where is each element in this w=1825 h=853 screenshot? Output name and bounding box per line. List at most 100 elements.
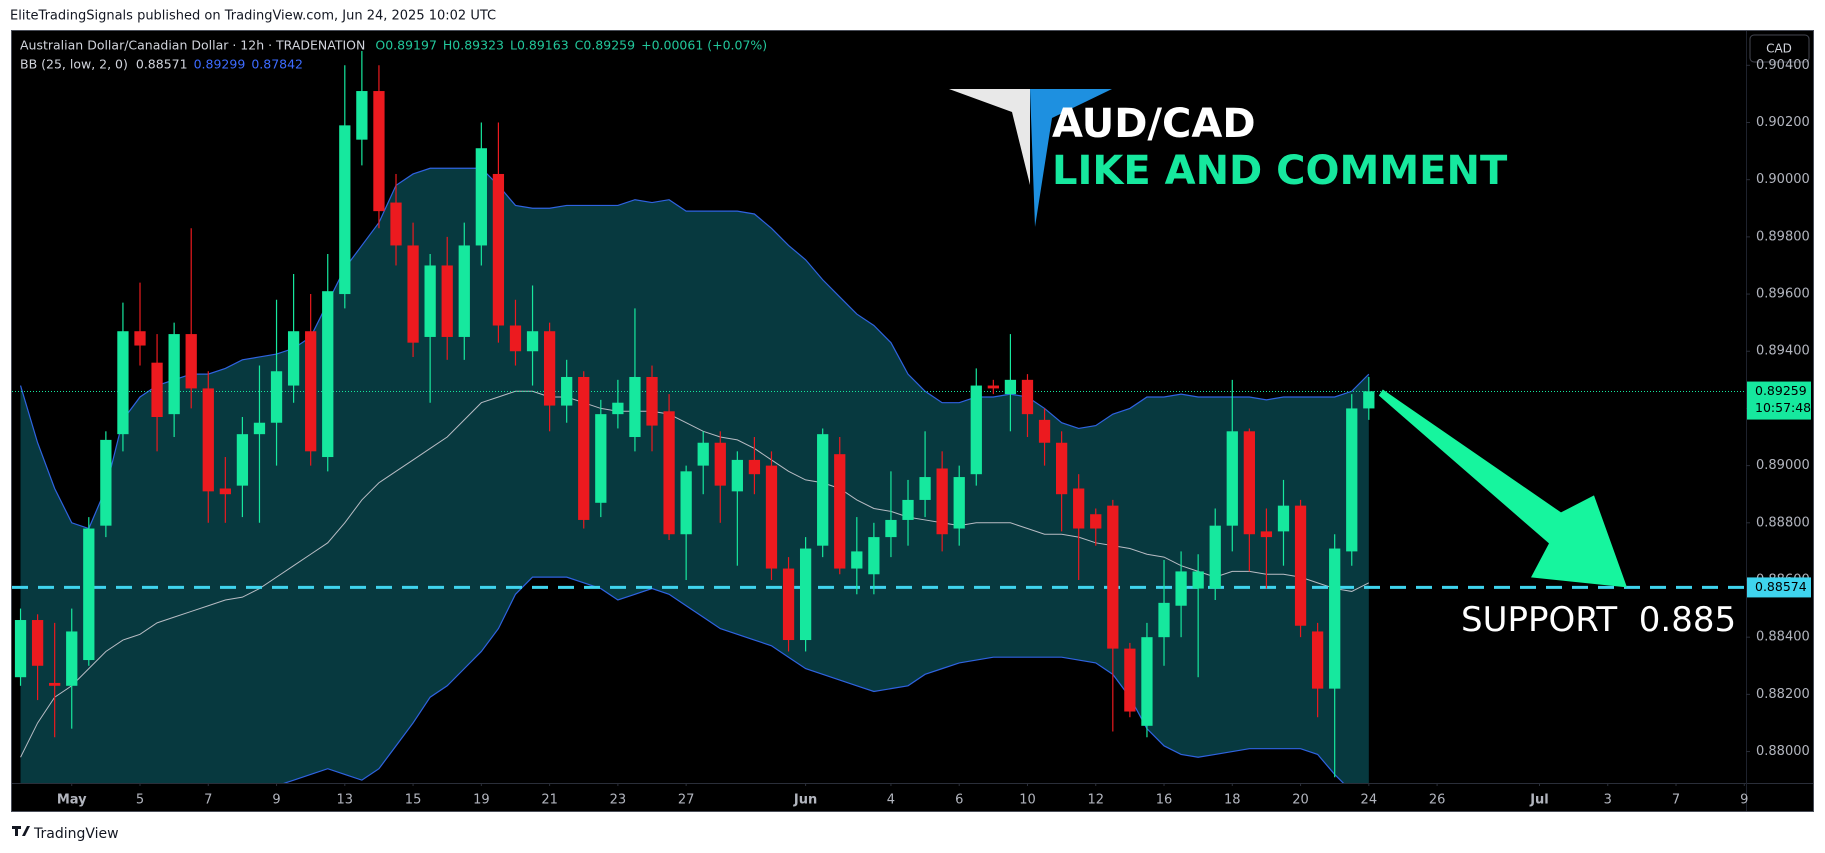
candle-body — [1346, 408, 1358, 552]
y-tick-label: 0.89800 — [1756, 229, 1810, 244]
candle-body — [339, 125, 351, 295]
candle-body — [1260, 531, 1273, 538]
candle-body — [782, 568, 795, 641]
y-tick-label: 0.89000 — [1756, 458, 1810, 473]
annotation-cta: LIKE AND COMMENT — [1052, 148, 1508, 194]
candle-body — [1226, 431, 1238, 526]
candle-body — [219, 488, 231, 495]
candle-body — [66, 631, 78, 686]
x-tick-label: May — [57, 793, 87, 808]
candle-body — [1038, 419, 1051, 443]
x-tick-label: 6 — [955, 793, 963, 808]
candle-body — [799, 548, 812, 641]
candle-body — [373, 91, 385, 212]
x-tick-label: 13 — [337, 793, 354, 808]
logo-blue — [1030, 89, 1112, 227]
candle-body — [919, 477, 931, 500]
x-tick-label: 16 — [1156, 793, 1173, 808]
candle-body — [14, 620, 27, 678]
candle-body — [1055, 442, 1068, 495]
x-tick-label: 9 — [1740, 793, 1748, 808]
x-tick-label: 18 — [1224, 793, 1241, 808]
candle-body — [1021, 379, 1034, 415]
y-tick-label: 0.88400 — [1756, 630, 1810, 645]
candle-body — [1004, 379, 1017, 395]
candle-body — [270, 371, 283, 423]
overlay: AUD/CAD LIKE AND COMMENT SUPPORT 0.885 — [949, 89, 1736, 640]
legend-value: C0.89259 — [575, 38, 635, 53]
candle-body — [970, 385, 982, 475]
currency[interactable]: CAD — [1766, 42, 1792, 56]
candle-body — [1329, 548, 1341, 689]
candle-body — [561, 376, 573, 406]
band-fill — [20, 168, 1369, 783]
countdown: 10:57:48 — [1755, 400, 1811, 415]
x-tick-label: 12 — [1087, 793, 1104, 808]
candle-body — [168, 334, 180, 415]
candle-body — [612, 402, 624, 415]
candle-body — [765, 465, 778, 569]
candle-body — [714, 442, 726, 486]
x-tick-label: 26 — [1429, 793, 1446, 808]
candle-body — [834, 454, 846, 569]
x-tick-label: 27 — [678, 793, 695, 808]
plot — [12, 51, 1746, 783]
logo-mark — [22, 826, 30, 836]
logo-white — [949, 89, 1030, 185]
y-tick-label: 0.88200 — [1756, 687, 1810, 702]
currency-button[interactable] — [1749, 34, 1810, 63]
candle-body — [458, 245, 470, 337]
candle-body — [868, 537, 880, 575]
x-tick-label: 21 — [541, 793, 558, 808]
legend: Australian Dollar/Canadian Dollar · 12h … — [20, 38, 767, 72]
y-tick-label: 0.90200 — [1756, 115, 1810, 130]
header: EliteTradingSignals published on Trading… — [10, 9, 496, 24]
candle-body — [1107, 505, 1119, 649]
arrow — [1378, 389, 1627, 588]
candle-body — [748, 459, 761, 475]
candle-body — [595, 414, 607, 503]
legend-value: O0.89197 — [375, 38, 437, 53]
candle-body — [646, 376, 658, 426]
candle-body — [236, 434, 249, 486]
candle-body — [1175, 571, 1187, 606]
candle-body — [1209, 525, 1221, 589]
candle-body — [322, 291, 334, 458]
legend-value: L0.89163 — [510, 38, 569, 53]
candle-body — [185, 334, 197, 389]
candle-body — [390, 202, 402, 246]
candle-body — [1311, 631, 1324, 689]
candle-body — [526, 331, 539, 352]
candle-body — [1073, 488, 1085, 529]
candle-body — [1277, 505, 1290, 532]
candle-body — [151, 362, 163, 418]
candle-body — [117, 331, 129, 435]
x-tick-label: 24 — [1361, 793, 1378, 808]
candle-body — [134, 331, 146, 346]
candle-body — [543, 331, 556, 406]
y-tick-label: 0.88000 — [1756, 744, 1810, 759]
candle-body — [680, 471, 692, 535]
x-tick-label: 7 — [204, 793, 212, 808]
x-tick-label: 3 — [1604, 793, 1612, 808]
legend-value: H0.89323 — [443, 38, 504, 53]
x-tick-label: 4 — [887, 793, 895, 808]
support-label: 0.88574 — [1755, 579, 1807, 594]
legend-value: 0.87842 — [251, 57, 303, 72]
legend-value: +0.00061 (+0.07%) — [641, 38, 767, 53]
candle-body — [1141, 637, 1153, 726]
candle-body — [31, 620, 44, 666]
candle-body — [475, 148, 487, 246]
y-tick-label: 0.89400 — [1756, 344, 1810, 359]
y-tick-label: 0.89600 — [1756, 287, 1810, 302]
x-tick-label: 10 — [1019, 793, 1036, 808]
candle-body — [885, 519, 897, 538]
candle-body — [100, 439, 112, 526]
candle-body — [492, 173, 505, 326]
x-tick-label: Jun — [793, 793, 817, 808]
candle-body — [697, 442, 709, 466]
indicator: BB (25, low, 2, 0) — [20, 57, 128, 72]
last-price-label: 0.89259 — [1755, 383, 1807, 398]
x-tick-label: Jul — [1529, 793, 1549, 808]
candle-body — [1090, 514, 1102, 529]
